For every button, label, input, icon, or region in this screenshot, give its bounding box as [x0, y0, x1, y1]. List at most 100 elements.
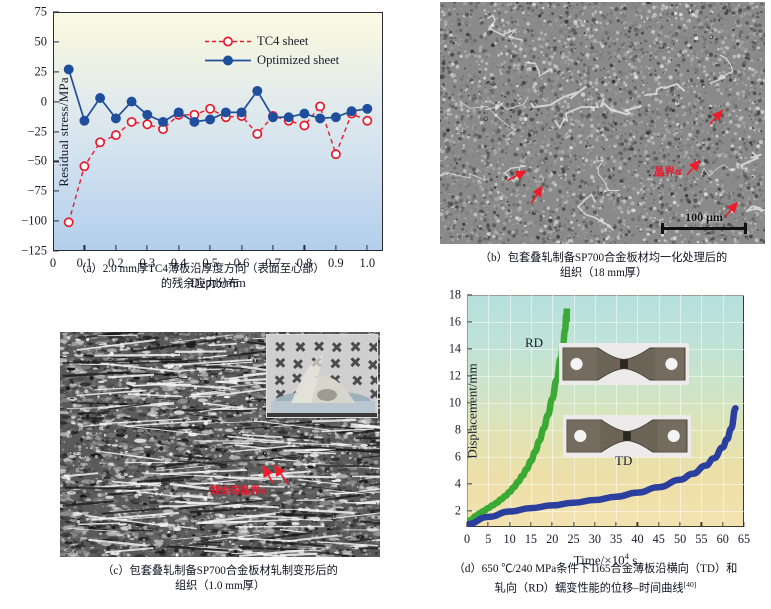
panel-b-scale-bar: 100 μm	[661, 210, 747, 234]
panel-d-y-tick-mark	[467, 429, 472, 431]
panel-a-series-svg	[63, 64, 373, 228]
panel-d-x-tick-label: 5	[485, 532, 492, 546]
panel-a-y-tick-label: −125	[21, 243, 47, 258]
panel-a-y-tick-label: −50	[27, 153, 47, 168]
legend-item-tc4-sheet: TC4 sheet	[205, 32, 390, 51]
panel-a-y-tick-label: −25	[27, 124, 47, 138]
panel-a-caption: （a）2.0 mm厚TC4薄板沿厚度方向（表面至心部） 的残余应力分布	[0, 262, 400, 292]
panel-a-y-tick-mark	[53, 71, 59, 73]
panel-d-vertical-gridline	[722, 295, 724, 527]
panel-a-y-tick-label: 0	[40, 94, 47, 109]
panel-d-vertical-gridline	[573, 295, 575, 527]
panel-d-x-tick-label: 30	[588, 532, 601, 546]
panel-d-y-axis-label: Displacement/mm	[464, 363, 480, 459]
panel-a-x-tick-mark	[240, 245, 243, 251]
panel-d-x-tick-label: 50	[673, 532, 687, 546]
panel-a-x-tick-mark	[83, 245, 86, 251]
panel-d-x-axis-label: Time/×104 s	[573, 551, 638, 568]
panel-a-x-tick-mark	[366, 245, 368, 251]
panel-a-y-tick-mark	[53, 130, 59, 133]
panel-a-plot-background	[53, 12, 383, 251]
panel-c-annotation-residual-grain-boundary: 残余的晶界α	[210, 486, 267, 497]
panel-d-vertical-gridline	[509, 295, 511, 527]
tensile-specimen-icon-rd	[559, 343, 689, 385]
panel-d-horizontal-gridline	[467, 456, 744, 458]
panel-d-y-tick-mark	[467, 294, 472, 296]
legend-swatch-optimized	[205, 54, 251, 67]
panel-d-vertical-gridline	[680, 295, 682, 527]
panel-d-x-tick-mark	[743, 522, 745, 527]
panel-a-x-tick-label: 0.9	[328, 256, 344, 270]
panel-a-y-tick-mark	[53, 11, 59, 13]
panel-d-x-tick-mark	[636, 522, 639, 527]
panel-d-x-tick-mark	[679, 522, 681, 527]
panel-a-x-tick-mark	[115, 245, 117, 251]
panel-b-scale-bar-label: 100 μm	[685, 210, 723, 224]
panel-a-x-tick-label: 0.4	[170, 256, 187, 270]
panel-a-y-tick-label: −75	[27, 183, 47, 198]
panel-d-x-tick-label: 25	[567, 532, 580, 546]
panel-d-y-tick-label: 8	[454, 422, 461, 437]
panel-d-horizontal-gridline	[467, 295, 744, 296]
panel-d-y-tick-label: 12	[448, 368, 461, 383]
panel-a-x-tick-label: 0.2	[108, 256, 124, 270]
panel-a-x-tick-mark	[178, 245, 180, 251]
panel-a-data-layer	[53, 12, 383, 251]
panel-a-y-tick-label: 50	[34, 34, 48, 49]
panel-a-y-tick-label: 25	[34, 64, 48, 79]
panel-d-series-svg	[467, 308, 739, 527]
legend-item-optimized-sheet: Optimized sheet	[205, 51, 390, 70]
panel-d-x-tick-mark	[551, 522, 553, 527]
dashed-open-circle-icon	[205, 36, 251, 47]
panel-d-x-tick-mark	[594, 522, 596, 527]
panel-a-y-tick-mark	[53, 160, 59, 162]
panel-d-curve-label-rd: RD	[525, 335, 544, 350]
panel-d-x-tick-label: 15	[524, 532, 538, 546]
panel-a-x-tick-label: 0.6	[233, 256, 250, 270]
tensile-specimen-icon-td	[563, 415, 691, 457]
panel-a-x-tick-mark	[146, 245, 148, 251]
panel-d-y-tick-label: 4	[454, 476, 461, 491]
panel-d-vertical-gridline	[658, 295, 660, 527]
panel-d-vertical-gridline	[701, 295, 703, 527]
panel-b-image: 晶界α 100 μm	[440, 2, 765, 244]
panel-c-inset-photo	[266, 334, 378, 418]
panel-d-y-tick-mark	[467, 348, 472, 350]
panel-c-caption: （c）包套叠轧制备SP700合金板材轧制变形后的 组织（1.0 mm厚）	[55, 564, 385, 594]
panel-d-horizontal-gridline	[467, 402, 744, 404]
panel-b-annotation-grain-boundary: 晶界α	[654, 166, 682, 178]
panel-a-y-tick-label: −100	[21, 213, 47, 228]
panel-d-y-tick-label: 16	[448, 314, 461, 329]
panel-d-vertical-gridline	[637, 295, 639, 527]
panel-b-caption: （b）包套叠轧制备SP700合金板材均一化处理后的 组织（18 mm厚）	[438, 251, 769, 281]
panel-d-horizontal-gridline	[467, 321, 744, 323]
panel-d-y-tick-mark	[467, 321, 472, 323]
panel-a-caption-line2: 的残余应力分布	[160, 278, 240, 290]
panel-d-y-tick-mark	[467, 402, 472, 404]
panel-d-x-tick-label: 65	[737, 532, 751, 546]
panel-d-caption-line2: 轧向（RD）蠕变性能的位移–时间曲线[40]	[420, 577, 771, 597]
panel-d-vertical-gridline	[530, 295, 532, 527]
legend-label-tc4: TC4 sheet	[257, 34, 309, 48]
panel-d-x-tick-label: 10	[503, 532, 516, 546]
panel-a-y-tick-mark	[53, 101, 59, 103]
legend-swatch-tc4	[205, 35, 251, 48]
panel-d-y-tick-mark	[467, 483, 472, 485]
panel-d-x-tick-label: 0	[463, 532, 471, 546]
legend-label-optimized: Optimized sheet	[257, 53, 340, 67]
panel-b-microstructure-texture	[440, 2, 765, 244]
panel-d-x-tick-mark	[487, 522, 489, 527]
panel-d-x-tick-mark	[509, 522, 511, 527]
panel-a-x-axis-label: Depth/mm	[190, 275, 246, 290]
panel-d-horizontal-gridline	[467, 483, 744, 485]
panel-a-legend: TC4 sheet Optimized sheet	[205, 32, 390, 70]
solid-filled-circle-icon	[205, 55, 251, 66]
panel-a-x-tick-label: 0.1	[76, 256, 93, 270]
panel-d-x-tick-mark	[722, 522, 724, 527]
panel-d-caption-line2-text: 轧向（RD）蠕变性能的位移–时间曲线	[494, 582, 684, 595]
panel-d-x-tick-mark	[466, 522, 468, 527]
panel-d-y-tick-mark	[467, 510, 472, 512]
panel-a-x-tick-mark	[335, 245, 337, 251]
panel-a-x-tick-mark	[303, 245, 306, 251]
panel-b-caption-line1: （b）包套叠轧制备SP700合金板材均一化处理后的	[479, 252, 728, 264]
